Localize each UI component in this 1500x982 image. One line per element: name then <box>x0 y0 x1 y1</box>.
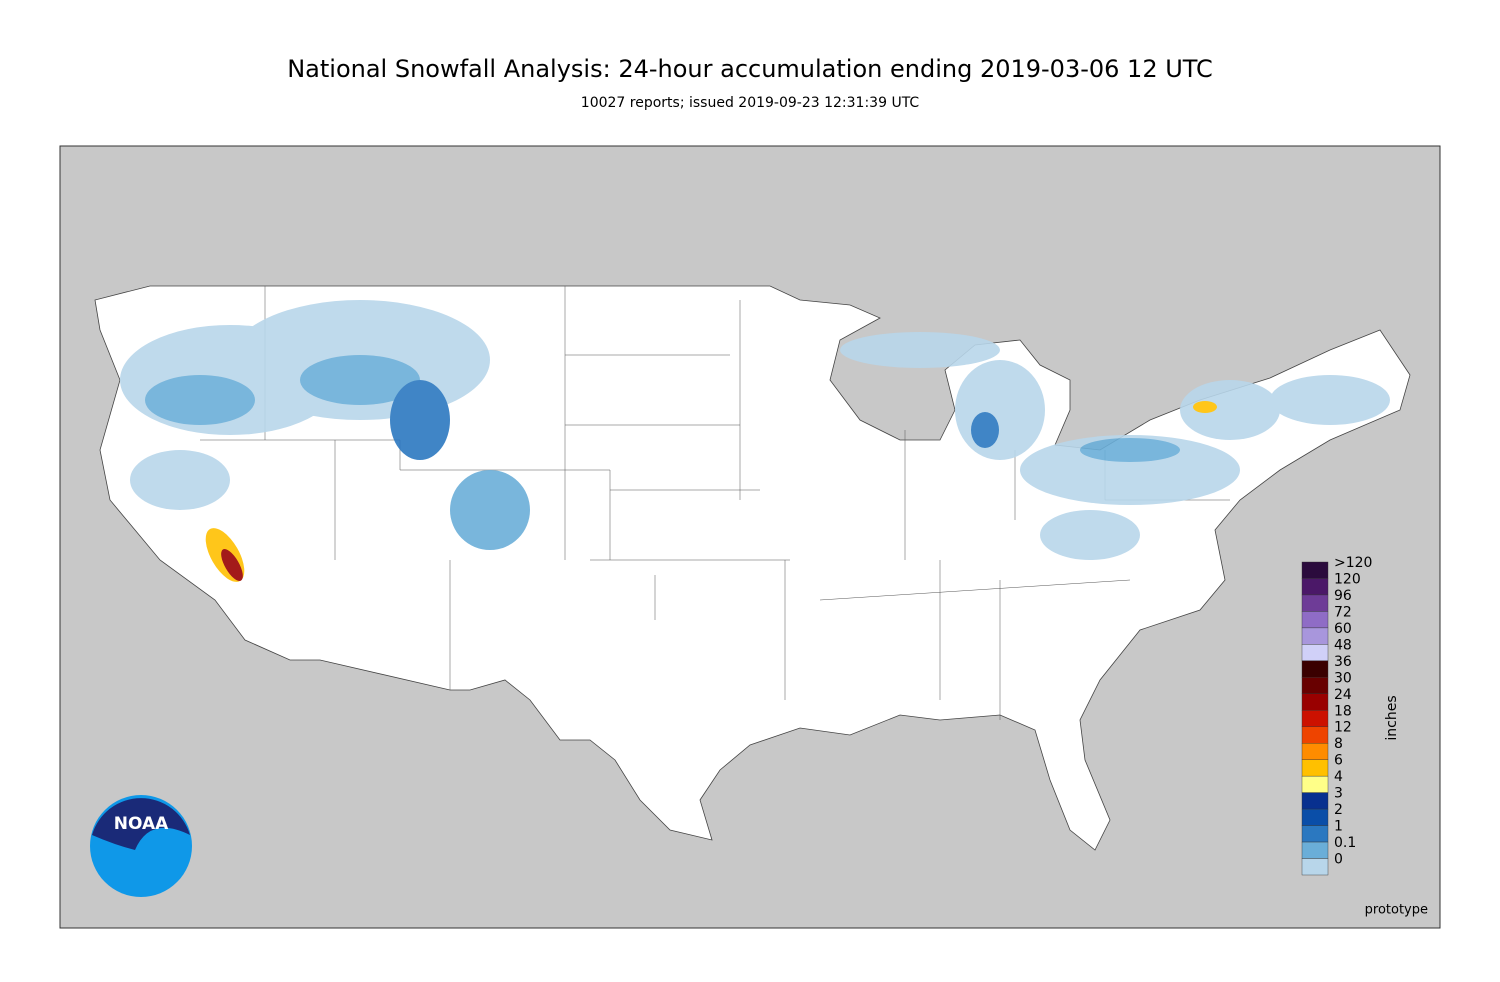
colorbar-label: 72 <box>1334 604 1352 620</box>
colorbar-label: 30 <box>1334 670 1352 686</box>
colorbar-cell <box>1301 611 1329 629</box>
colorbar-label: 0 <box>1334 852 1343 868</box>
subtitle: 10027 reports; issued 2019-09-23 12:31:3… <box>581 95 920 111</box>
logo-text: NOAA <box>114 814 169 834</box>
colorbar-label: 120 <box>1334 571 1361 587</box>
colorbar-label: 2 <box>1334 802 1343 818</box>
colorbar-cell <box>1301 677 1329 694</box>
colorbar-label: 36 <box>1334 654 1352 670</box>
colorbar-label: 4 <box>1334 769 1343 785</box>
colorbar-label: 1 <box>1334 819 1343 835</box>
colorbar-cell <box>1301 825 1329 843</box>
noaa-logo: NOAA <box>90 795 192 897</box>
colorbar-label: 48 <box>1334 637 1352 653</box>
colorbar-label: >120 <box>1334 555 1372 571</box>
colorbar-label: 0.1 <box>1334 835 1356 851</box>
colorbar-cell <box>1301 561 1329 579</box>
colorbar-cell <box>1301 594 1329 612</box>
snow-areas <box>120 300 1390 582</box>
colorbar-cell <box>1301 660 1329 678</box>
colorbar-label: 12 <box>1334 720 1352 736</box>
colorbar-cell <box>1301 644 1329 662</box>
colorbar-label: 6 <box>1334 753 1343 769</box>
colorbar-cell <box>1301 841 1329 859</box>
colorbar-cell <box>1301 858 1329 876</box>
colorbar-label: 96 <box>1334 588 1352 604</box>
colorbar-cell <box>1301 808 1329 826</box>
colorbar-cell <box>1301 693 1329 711</box>
colorbar-cell <box>1301 792 1329 810</box>
colorbar-cell <box>1301 743 1329 760</box>
colorbar-label: 60 <box>1334 621 1352 637</box>
colorbar-label: 3 <box>1334 786 1343 802</box>
title: National Snowfall Analysis: 24-hour accu… <box>287 55 1213 83</box>
colorbar-cell <box>1301 775 1329 793</box>
map <box>94 285 1411 851</box>
colorbar-cell <box>1301 759 1329 777</box>
colorbar-unit: inches <box>1384 695 1400 740</box>
note: prototype <box>1365 903 1428 918</box>
colorbar-cell <box>1301 578 1329 596</box>
colorbar-cell <box>1301 726 1329 744</box>
colorbar-cell <box>1301 710 1329 727</box>
colorbar-label: 24 <box>1334 687 1352 703</box>
colorbar-cell <box>1301 627 1329 645</box>
colorbar-label: 8 <box>1334 736 1343 752</box>
colorbar-label: 18 <box>1334 703 1352 719</box>
